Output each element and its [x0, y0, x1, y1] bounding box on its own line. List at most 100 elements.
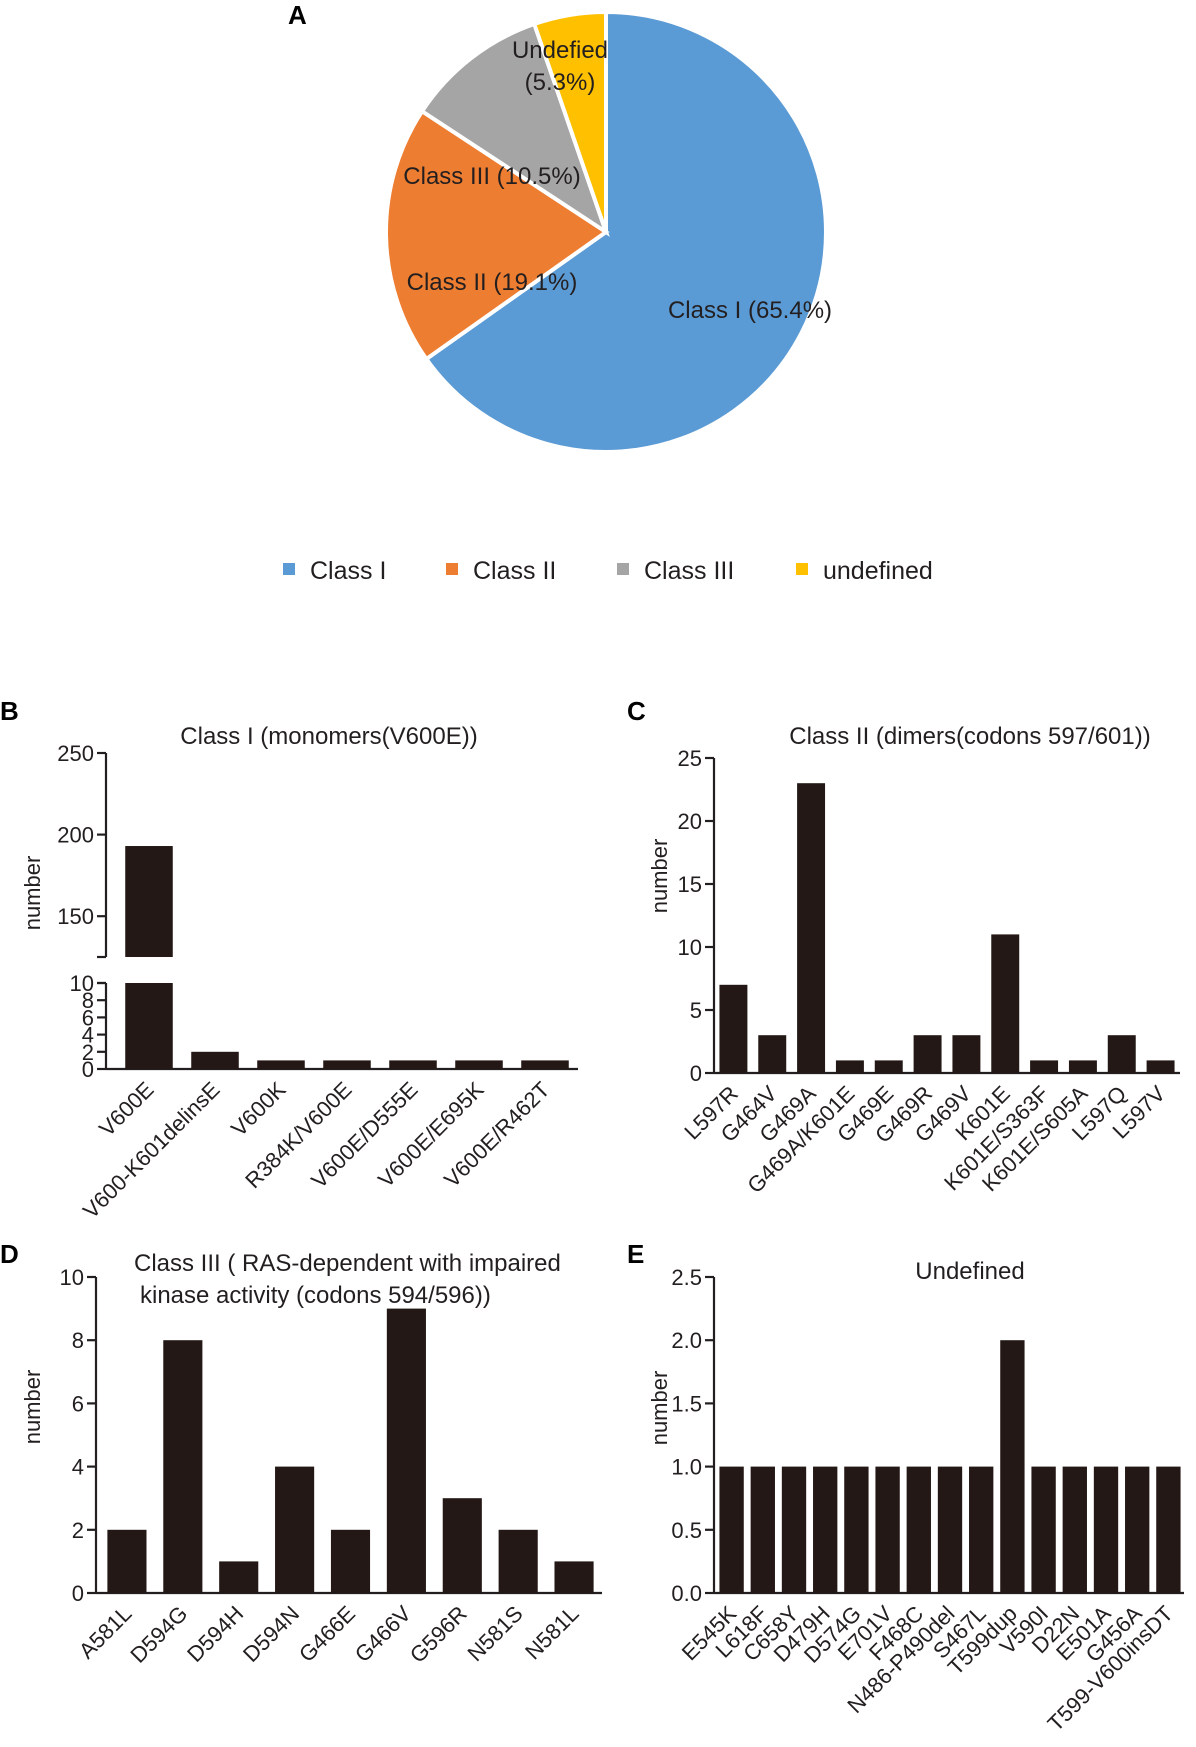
y-tick-label: 0.5 — [671, 1518, 702, 1543]
y-tick-label: 150 — [57, 904, 94, 929]
bar-v600e-d555e — [389, 1060, 437, 1069]
panel-letter-d: D — [0, 1239, 19, 1269]
pie-label-undefined: Undefied (5.3%) — [512, 37, 608, 96]
legend-swatch-class1 — [283, 563, 295, 575]
bar-c658y — [781, 1466, 807, 1593]
panel-letter-e: E — [627, 1239, 644, 1269]
bar-g466e — [330, 1529, 371, 1593]
bar-l597q — [1107, 1035, 1136, 1073]
bar-g469a-k601e — [835, 1060, 864, 1073]
x-tick-label: A581L — [74, 1601, 137, 1664]
bar-d594n — [275, 1466, 315, 1593]
bar-v600e-upper — [125, 846, 173, 957]
y-tick-label: 2 — [72, 1518, 84, 1543]
y-tick-label: 5 — [690, 998, 702, 1023]
y-tick-label: 15 — [678, 872, 702, 897]
bar-chart-class-2: 0510152025L597RG464VG469AG469A/K601EG469… — [647, 723, 1180, 1198]
pie-label-class3: Class III (10.5%) — [403, 163, 580, 190]
bar-d22n — [1062, 1466, 1087, 1593]
y-tick-label: 6 — [72, 1391, 84, 1416]
bar-v600-k601delinse — [191, 1051, 239, 1069]
y-tick-label: 10 — [60, 1265, 84, 1290]
y-tick-label: 8 — [72, 1328, 84, 1353]
bar-chart-undefined: 0.00.51.01.52.02.5E545KL618FC658YD479HD5… — [647, 1258, 1184, 1736]
y-tick-label: 20 — [678, 809, 702, 834]
chart-title: Class I (monomers(V600E)) — [180, 723, 477, 750]
y-tick-label: 0 — [82, 1057, 94, 1082]
bar-e545k — [719, 1466, 744, 1593]
pie-chart — [384, 9, 828, 454]
y-tick-label: 10 — [678, 935, 702, 960]
pie-slice-undefined — [531, 9, 608, 233]
legend-label-undefined: undefined — [823, 557, 933, 585]
x-tick-label: V600E — [94, 1077, 158, 1141]
bar-k601e-s363f — [1030, 1060, 1059, 1073]
bar-v600e-r462t — [521, 1060, 569, 1069]
y-tick-label: 0 — [72, 1581, 84, 1606]
bar-e701v — [875, 1466, 900, 1593]
x-tick-label: D594N — [238, 1601, 304, 1667]
pie-label-class2: Class II (19.1%) — [407, 269, 578, 296]
bar-v590i — [1031, 1466, 1056, 1593]
x-tick-label: G596R — [405, 1601, 472, 1668]
legend-swatch-undefined — [796, 563, 808, 575]
y-tick-label: 200 — [57, 823, 94, 848]
y-tick-label: 8 — [82, 988, 94, 1013]
x-tick-label: V600K — [226, 1077, 291, 1142]
chart-title-line: Class III ( RAS-dependent with impaired — [134, 1250, 561, 1277]
pie-legend: Class I Class II Class III undefined — [283, 557, 933, 585]
bar-t599-v600insdt — [1156, 1466, 1181, 1593]
bar-v600k — [257, 1060, 305, 1069]
legend-label-class3: Class III — [644, 557, 734, 585]
y-tick-label: 1.0 — [671, 1455, 702, 1480]
y-axis-label: number — [647, 839, 672, 914]
bar-v600e-e695k — [455, 1060, 503, 1069]
y-tick-label: 2.5 — [671, 1265, 702, 1290]
y-tick-label: 4 — [82, 1023, 94, 1048]
y-tick-label: 250 — [57, 741, 94, 766]
panel-letter-b: B — [0, 696, 19, 726]
panel-letter-a: A — [288, 0, 307, 30]
x-tick-label: G466V — [350, 1601, 416, 1667]
bar-d594g — [163, 1340, 203, 1593]
bar-k601e-s605a — [1068, 1060, 1097, 1073]
chart-title-line: kinase activity (codons 594/596)) — [140, 1282, 491, 1309]
bar-g469a — [797, 783, 826, 1073]
y-axis-label: number — [20, 856, 45, 931]
y-axis-label: number — [20, 1370, 45, 1445]
bar-s467l — [969, 1466, 994, 1593]
pie-slice-class3 — [419, 21, 610, 237]
x-tick-label: D594G — [125, 1601, 192, 1668]
bar-n486-p490del — [937, 1466, 963, 1593]
x-tick-label: N581L — [520, 1601, 584, 1665]
bar-t599dup — [1000, 1340, 1025, 1593]
legend-label-class2: Class II — [473, 557, 556, 585]
x-tick-label: N581S — [462, 1601, 527, 1666]
y-tick-label: 25 — [678, 746, 702, 771]
y-tick-label: 0.0 — [671, 1581, 702, 1606]
bar-g464v — [758, 1035, 787, 1073]
bar-k601e — [991, 934, 1020, 1073]
pie-labels: Class I (65.4%) Class II (19.1%) Class III… — [403, 37, 832, 324]
legend-label-class1: Class I — [310, 557, 386, 585]
y-tick-label: 10 — [70, 971, 94, 996]
bar-g596r — [442, 1498, 482, 1593]
bar-g466v — [386, 1308, 426, 1593]
bar-d594h — [219, 1561, 259, 1593]
y-tick-label: 6 — [82, 1005, 94, 1030]
bar-g469v — [952, 1035, 981, 1073]
bar-l618f — [750, 1466, 775, 1593]
panel-letter-c: C — [627, 696, 646, 726]
bar-l597r — [719, 984, 748, 1073]
legend-swatch-class2 — [446, 563, 458, 575]
y-axis-label: number — [647, 1371, 672, 1446]
bar-f468c — [906, 1466, 931, 1593]
y-tick-label: 4 — [72, 1455, 84, 1480]
pie-slice-class2 — [384, 108, 610, 362]
bar-d574g — [844, 1466, 869, 1593]
chart-title: Class II (dimers(codons 597/601)) — [789, 723, 1150, 750]
y-tick-label: 2.0 — [671, 1328, 702, 1353]
bar-chart-class-3: 0 2 4 6 8 10 A581LD594GD594HD594NG466EG466VG59… — [20, 1250, 602, 1668]
